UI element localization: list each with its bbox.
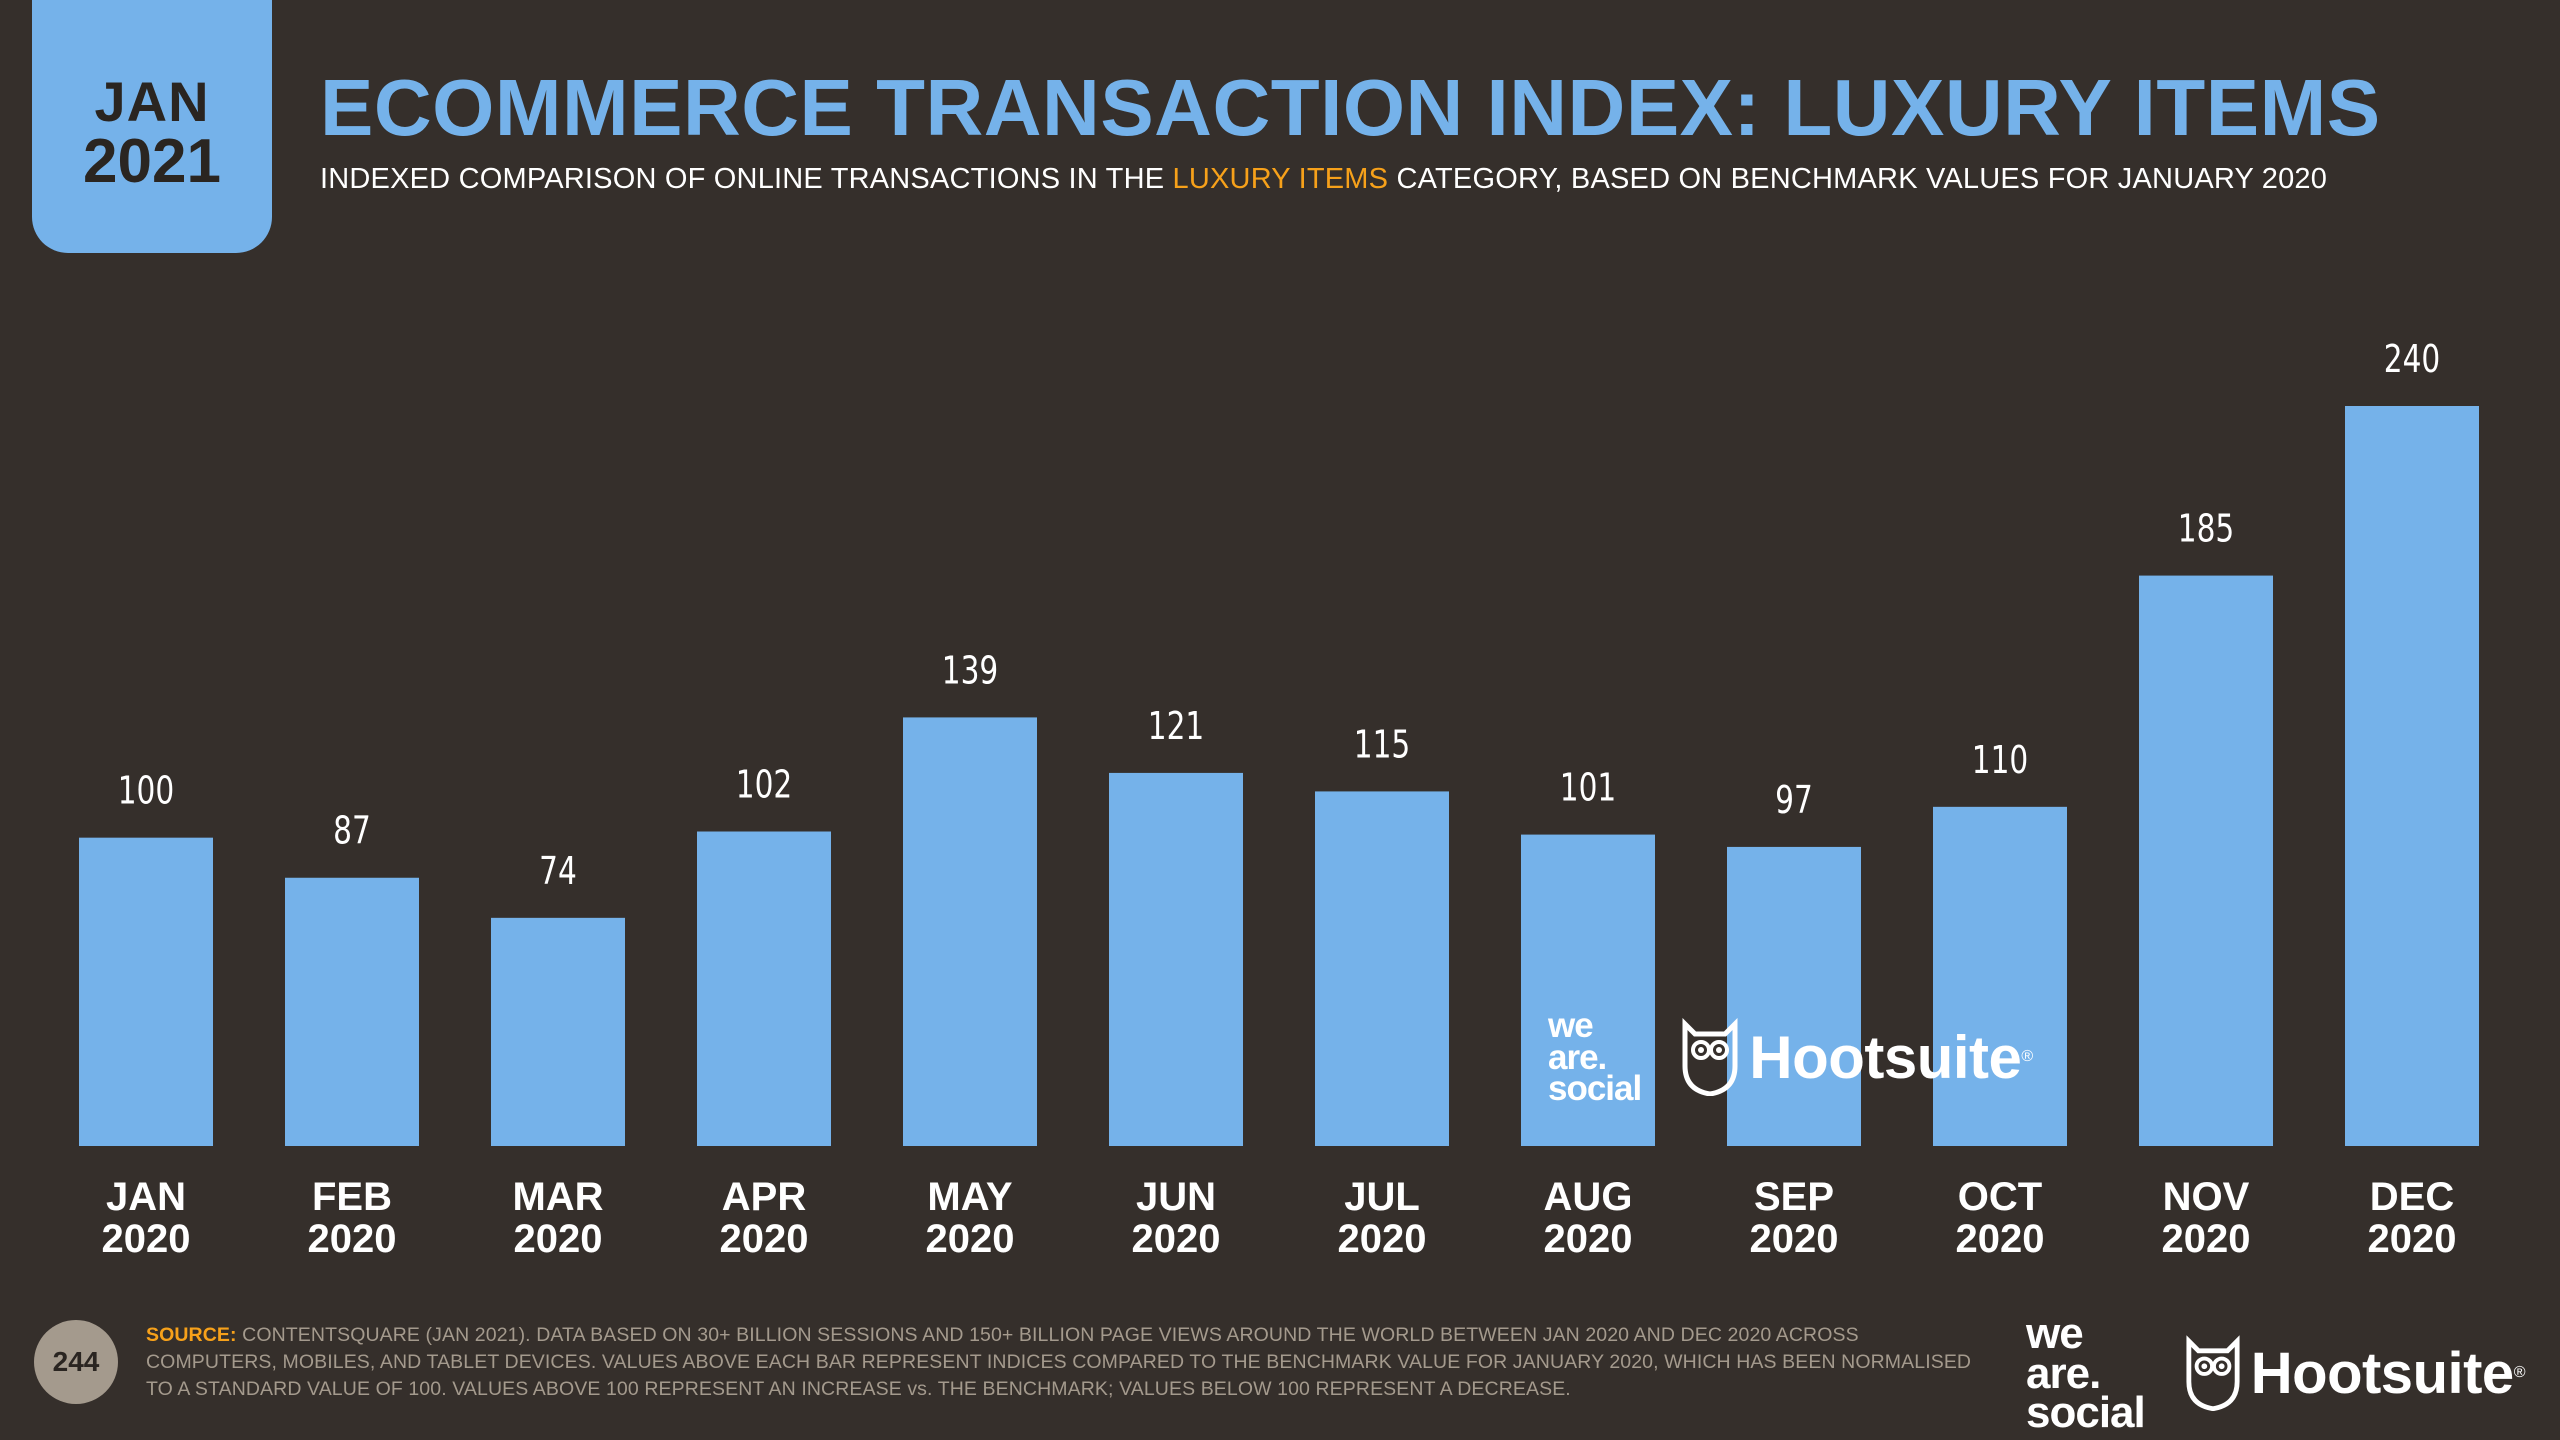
data-label-feb: 87 [333, 809, 371, 854]
data-label-oct: 110 [1972, 738, 2029, 783]
x-tick-sep-year: 2020 [1750, 1217, 1839, 1261]
x-tick-jun-year: 2020 [1132, 1217, 1221, 1261]
bar-jun [1109, 772, 1243, 1146]
x-tick-may-year: 2020 [926, 1217, 1015, 1261]
hootsuite-wordmark: Hootsuite [1749, 1023, 2022, 1091]
x-tick-oct-month: OCT [1958, 1175, 2042, 1219]
data-label-mar: 74 [539, 849, 577, 894]
was-footer-line-3: social [2026, 1388, 2146, 1438]
we-are-social-logo: we are. social [2026, 1309, 2146, 1438]
watermark-logos: we are. social Hootsuite ® [1548, 1006, 2034, 1108]
bar-jan [79, 837, 213, 1146]
bar-dec [2345, 406, 2479, 1146]
data-label-jun: 121 [1148, 704, 1205, 749]
badge-month: JAN [94, 70, 210, 134]
x-tick-nov-month: NOV [2163, 1175, 2250, 1219]
subtitle-text-post: CATEGORY, BASED ON BENCHMARK VALUES FOR … [1388, 163, 2328, 195]
bar-sep [1727, 846, 1861, 1146]
x-tick-jul-month: JUL [1344, 1175, 1420, 1219]
owl-icon [2186, 1335, 2240, 1412]
owl-icon [1682, 1018, 1738, 1097]
subtitle-text-pre: INDEXED COMPARISON OF ONLINE TRANSACTION… [320, 163, 1173, 195]
x-tick-sep-month: SEP [1754, 1175, 1834, 1219]
bar-chart: 100JAN202087FEB202074MAR2020102APR202013… [79, 337, 2479, 1261]
x-tick-nov-year: 2020 [2162, 1217, 2251, 1261]
data-label-nov: 185 [2178, 507, 2235, 552]
registered-mark: ® [2021, 1048, 2034, 1066]
hootsuite-watermark: Hootsuite ® [1681, 1018, 2034, 1097]
bar-oct [1933, 806, 2067, 1146]
data-label-apr: 102 [736, 763, 793, 808]
x-tick-aug-month: AUG [1544, 1175, 1633, 1219]
x-tick-jul-year: 2020 [1338, 1217, 1427, 1261]
x-tick-may-month: MAY [927, 1175, 1013, 1219]
was-line-3: social [1548, 1069, 1642, 1108]
data-label-jan: 100 [118, 769, 175, 814]
x-tick-dec-year: 2020 [2368, 1217, 2457, 1261]
data-label-dec: 240 [2384, 337, 2441, 382]
x-tick-jun-month: JUN [1136, 1175, 1216, 1219]
data-label-jul: 115 [1354, 723, 1411, 768]
data-label-aug: 101 [1560, 766, 1617, 811]
bar-feb [285, 877, 419, 1146]
source-text: CONTENTSQUARE (JAN 2021). DATA BASED ON … [146, 1324, 1972, 1400]
bar-aug [1521, 834, 1655, 1146]
data-label-may: 139 [942, 649, 999, 694]
x-tick-jan-month: JAN [106, 1175, 186, 1219]
hootsuite-logo: Hootsuite ® [2185, 1335, 2526, 1412]
was-footer-line-1: we [2026, 1309, 2084, 1358]
was-line-1: we [1548, 1006, 1594, 1045]
x-tick-jan-year: 2020 [102, 1217, 191, 1261]
x-tick-dec-month: DEC [2370, 1175, 2454, 1219]
registered-mark-footer: ® [2513, 1364, 2526, 1382]
x-tick-mar-year: 2020 [514, 1217, 603, 1261]
subtitle-highlight: LUXURY ITEMS [1172, 163, 1389, 195]
page-subtitle: INDEXED COMPARISON OF ONLINE TRANSACTION… [320, 163, 2327, 196]
data-label-sep: 97 [1775, 778, 1813, 823]
footer-logos: we are. social Hootsuite ® [2026, 1309, 2526, 1438]
source-label: SOURCE: [146, 1324, 237, 1346]
page-number: 244 [34, 1320, 118, 1404]
bar-may [903, 717, 1037, 1146]
date-badge: JAN 2021 [32, 0, 272, 253]
was-line-2: are. [1548, 1037, 1607, 1077]
x-tick-feb-month: FEB [312, 1175, 392, 1219]
bar-nov [2139, 575, 2273, 1146]
we-are-social-watermark: we are. social [1548, 1006, 1642, 1108]
x-tick-feb-year: 2020 [308, 1217, 397, 1261]
source-note: SOURCE: CONTENTSQUARE (JAN 2021). DATA B… [146, 1322, 1976, 1403]
bar-apr [697, 831, 831, 1146]
page-title: ECOMMERCE TRANSACTION INDEX: LUXURY ITEM… [320, 63, 2381, 152]
bar-jul [1315, 791, 1449, 1146]
x-tick-aug-year: 2020 [1544, 1217, 1633, 1261]
x-tick-apr-month: APR [722, 1175, 807, 1219]
bar-mar [491, 917, 625, 1146]
was-footer-line-2: are. [2026, 1348, 2101, 1398]
badge-year: 2021 [83, 127, 221, 197]
x-tick-mar-month: MAR [512, 1175, 603, 1219]
x-tick-apr-year: 2020 [720, 1217, 809, 1261]
x-tick-oct-year: 2020 [1956, 1217, 2045, 1261]
hootsuite-footer-wordmark: Hootsuite [2250, 1340, 2514, 1406]
